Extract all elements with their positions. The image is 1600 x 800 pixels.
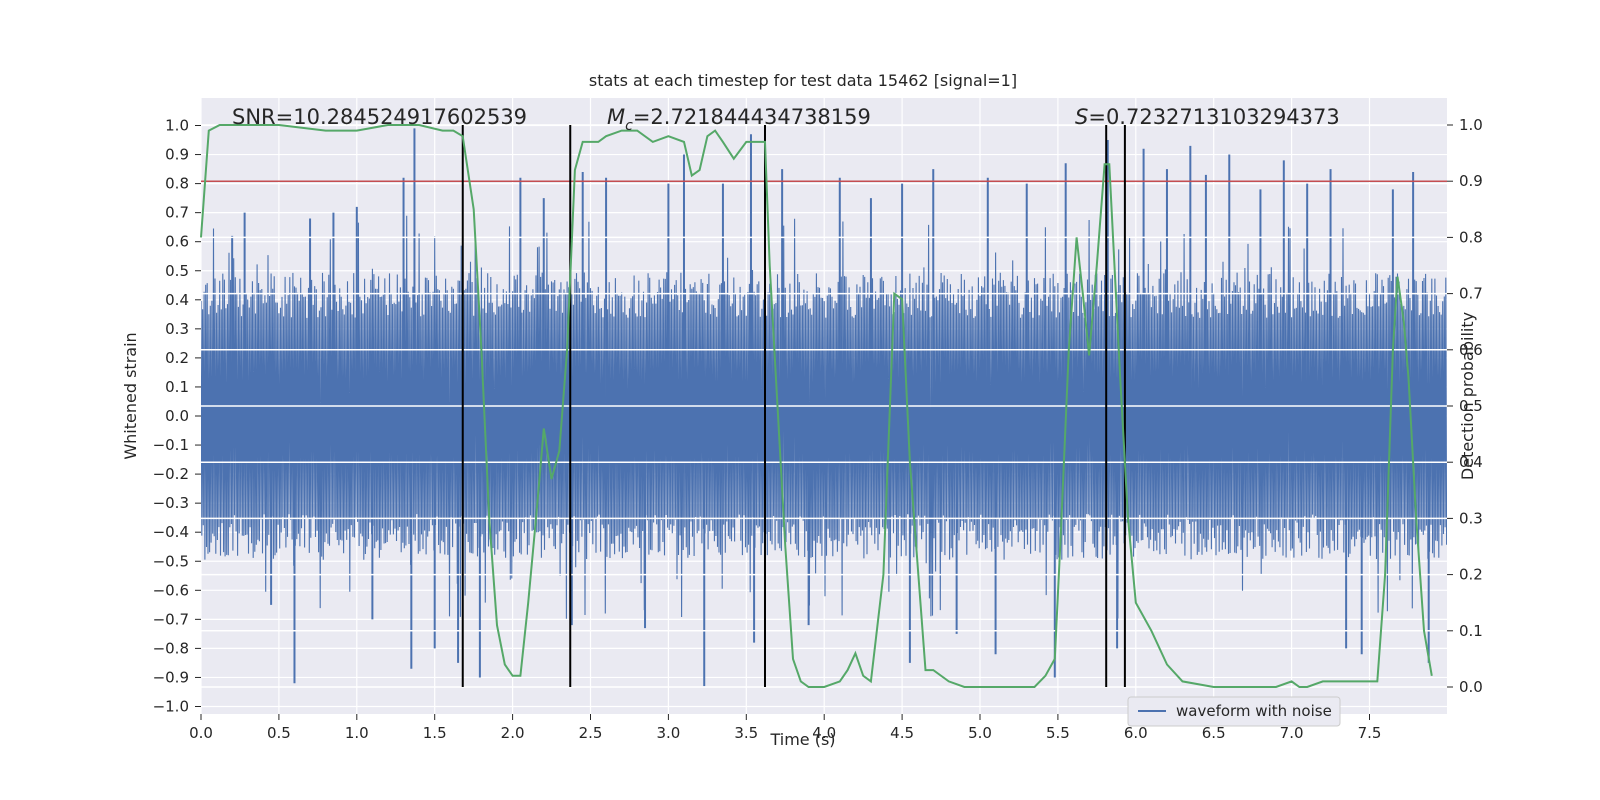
y-left-tick-label: −0.1 (153, 436, 189, 454)
y-left-tick-label: 0.8 (165, 175, 189, 193)
y-left-tick-label: −0.5 (153, 552, 189, 570)
y-left-tick-label: −0.6 (153, 581, 189, 599)
x-axis-title: Time (s) (769, 730, 835, 749)
x-tick-label: 1.0 (345, 724, 369, 742)
legend-box (1127, 696, 1341, 727)
x-tick-label: 2.0 (501, 724, 525, 742)
x-tick-label: 4.5 (890, 724, 914, 742)
x-tick-label: 7.0 (1280, 724, 1304, 742)
x-tick-label: 7.5 (1358, 724, 1382, 742)
y-left-tick-label: 0.9 (165, 146, 189, 164)
vertical-markers (461, 125, 1126, 687)
x-axis-ticks: 0.0 0.5 1.0 1.5 2.0 2.5 3.0 3.5 4.0 4.5 5.0 5.5 6.0 6… (189, 714, 1381, 742)
x-tick-label: 6.5 (1202, 724, 1226, 742)
legend-label: waveform with noise (1176, 702, 1332, 720)
y-right-tick-label: 0.5 (1459, 397, 1483, 415)
y-left-tick-label: −0.4 (153, 523, 189, 541)
x-tick-label: 1.5 (423, 724, 447, 742)
x-tick-label: 0.5 (267, 724, 291, 742)
y-left-tick-label: −0.9 (153, 668, 189, 686)
y-left-axis-ticks: 1.0 0.9 0.8 0.7 0.6 0.5 0.4 0.3 0.2 0.1 0.0 −0.1 −0.… (153, 117, 201, 716)
snr-annotation: SNR=10.284524917602539 (232, 105, 527, 129)
legend: waveform with noise (1127, 696, 1341, 727)
y-left-tick-label: −0.8 (153, 639, 189, 657)
waveform-series (201, 128, 1447, 687)
x-tick-label: 5.0 (968, 724, 992, 742)
y-left-tick-label: −1.0 (153, 698, 189, 716)
s-annotation: S=0.7232713103294373 (1075, 105, 1340, 129)
s-value: =0.7232713103294373 (1088, 105, 1339, 129)
y-right-axis-title: Detection probability (1458, 312, 1477, 480)
x-tick-label: 2.5 (579, 724, 603, 742)
y-right-tick-label: 0.6 (1459, 341, 1483, 359)
y-left-tick-label: 0.4 (165, 291, 189, 309)
y-right-axis-ticks: 1.0 0.9 0.8 0.7 0.6 0.5 0.4 0.3 0.2 0.1 0.0 (1447, 116, 1483, 696)
y-left-tick-label: 1.0 (165, 117, 189, 135)
y-left-tick-label: 0.0 (165, 407, 189, 425)
chirp-mass-annotation: Mc=2.721844434738159 (607, 105, 871, 134)
x-tick-label: 6.0 (1124, 724, 1148, 742)
y-right-tick-label: 0.3 (1459, 509, 1483, 527)
x-tick-label: 3.5 (734, 724, 758, 742)
mc-symbol: M (607, 105, 625, 129)
mc-subscript: c (625, 118, 633, 134)
detection-probability-line (200, 124, 1433, 688)
x-tick-label: 0.0 (189, 724, 213, 742)
y-right-tick-label: 0.8 (1459, 228, 1483, 246)
y-right-tick-label: 0.0 (1459, 678, 1483, 696)
y-left-tick-label: 0.6 (165, 233, 189, 251)
mc-value: =2.721844434738159 (633, 105, 871, 129)
x-tick-label: 3.0 (656, 724, 680, 742)
y-left-tick-label: −0.2 (153, 465, 189, 483)
y-left-tick-label: 0.1 (165, 378, 189, 396)
y-left-axis-title: Whitened strain (121, 332, 140, 459)
x-tick-label: 4.0 (812, 724, 836, 742)
y-right-tick-label: 1.0 (1459, 116, 1483, 134)
y-left-tick-label: −0.3 (153, 494, 189, 512)
x-tick-label: 5.5 (1046, 724, 1070, 742)
s-symbol: S (1075, 105, 1088, 129)
y-right-tick-label: 0.4 (1459, 453, 1483, 471)
y-left-tick-label: 0.3 (165, 320, 189, 338)
chart-title: stats at each timestep for test data 154… (589, 71, 1017, 90)
y-left-tick-label: 0.7 (165, 204, 189, 222)
waveform-noise-path (201, 215, 1447, 619)
y-right-tick-label: 0.7 (1459, 285, 1483, 303)
y-right-tick-label: 0.9 (1459, 172, 1483, 190)
y-left-tick-label: 0.2 (165, 349, 189, 367)
y-left-tick-label: 0.5 (165, 262, 189, 280)
y-right-tick-label: 0.1 (1459, 622, 1483, 640)
y-right-tick-label: 0.2 (1459, 566, 1483, 584)
y-left-tick-label: −0.7 (153, 610, 189, 628)
